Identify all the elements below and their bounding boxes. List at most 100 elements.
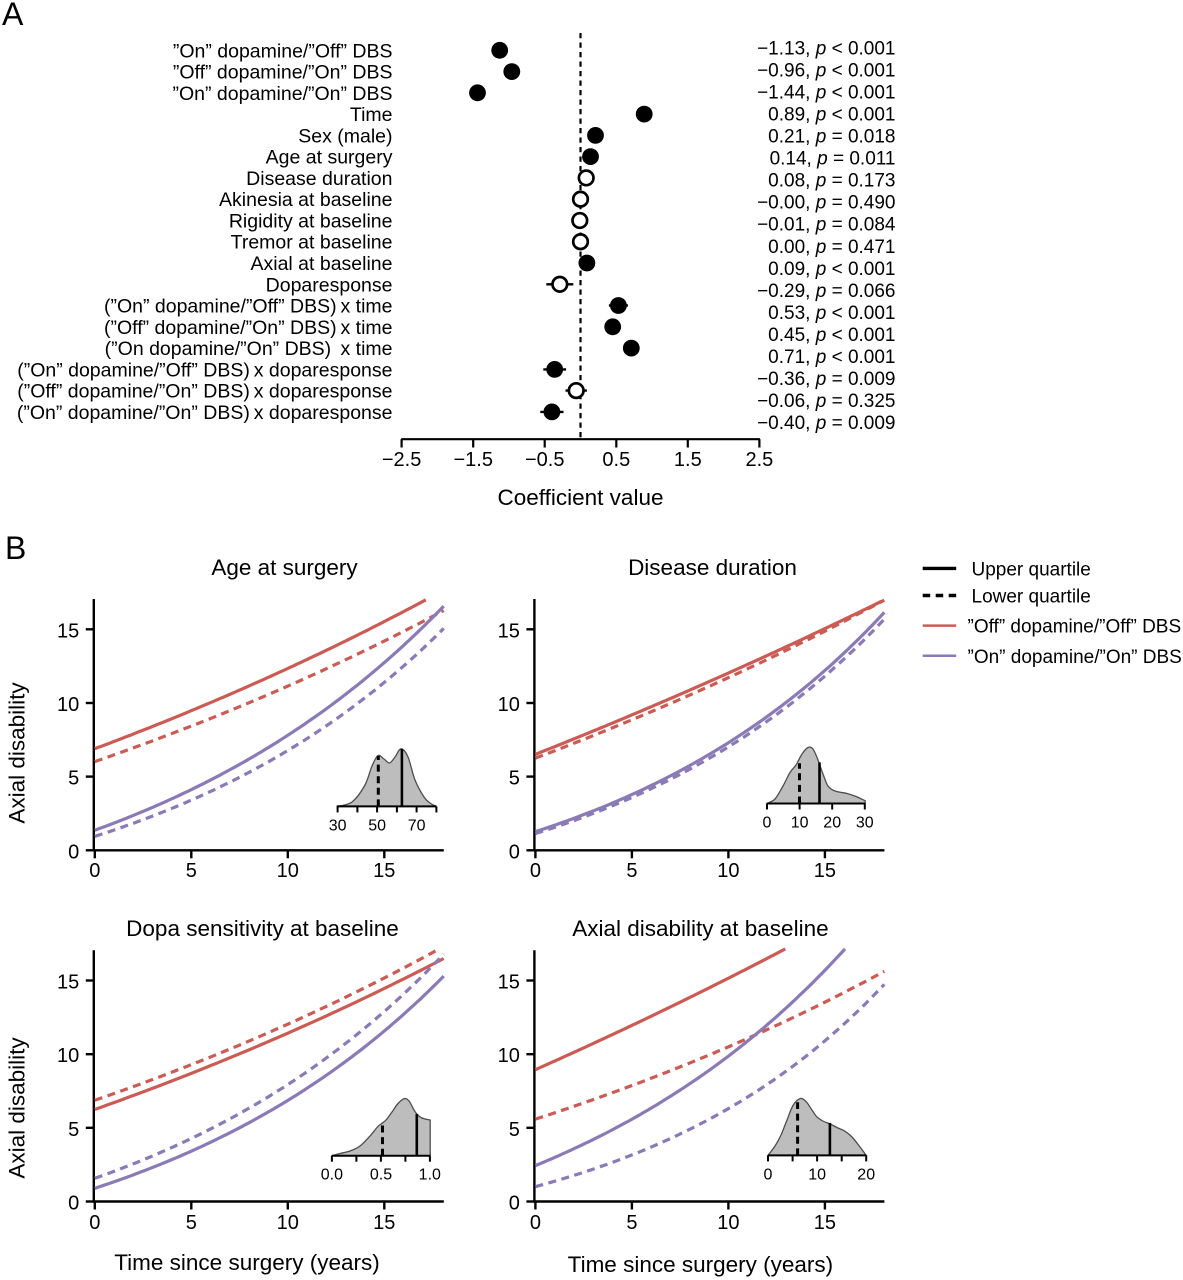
svg-text:0.0: 0.0 (321, 1167, 343, 1184)
svg-text:5: 5 (509, 768, 520, 790)
svg-text:0.09, p < 0.001: 0.09, p < 0.001 (768, 259, 895, 280)
svg-text:−1.5: −1.5 (453, 449, 492, 471)
svg-text:(”On dopamine/”On” DBS) x tim: (”On dopamine/”On” DBS) x time (105, 338, 393, 360)
svg-text:”On” dopamine/”Off” DBS: ”On” dopamine/”Off” DBS (173, 40, 393, 62)
svg-text:−0.06, p = 0.325: −0.06, p = 0.325 (757, 391, 895, 412)
svg-text:0.14, p = 0.011: 0.14, p = 0.011 (770, 149, 896, 170)
svg-text:0: 0 (764, 1166, 773, 1183)
svg-text:5: 5 (68, 1119, 79, 1141)
svg-text:Axial disability: Axial disability (5, 682, 30, 824)
svg-text:1.5: 1.5 (674, 449, 702, 471)
svg-text:Dopa sensitivity at baseline: Dopa sensitivity at baseline (126, 916, 399, 941)
svg-text:10: 10 (277, 1212, 299, 1234)
svg-text:10: 10 (498, 1045, 520, 1067)
svg-text:−0.00, p = 0.490: −0.00, p = 0.490 (757, 193, 895, 214)
svg-text:Coefficient value: Coefficient value (498, 485, 664, 510)
svg-text:Upper quartile: Upper quartile (972, 559, 1091, 580)
svg-text:10: 10 (277, 860, 299, 882)
svg-text:5: 5 (509, 1119, 520, 1141)
svg-text:0: 0 (530, 860, 541, 882)
svg-text:Disease duration: Disease duration (246, 168, 392, 190)
svg-text:20: 20 (857, 1166, 875, 1183)
svg-text:0: 0 (89, 860, 100, 882)
svg-text:B: B (5, 530, 26, 566)
svg-text:Tremor at baseline: Tremor at baseline (231, 232, 393, 254)
svg-text:0: 0 (89, 1212, 100, 1234)
svg-text:Rigidity at baseline: Rigidity at baseline (229, 211, 393, 233)
svg-text:0: 0 (763, 815, 772, 832)
svg-text:−0.29, p = 0.066: −0.29, p = 0.066 (757, 281, 895, 302)
svg-text:−0.5: −0.5 (525, 449, 564, 471)
svg-text:−0.36, p = 0.009: −0.36, p = 0.009 (757, 369, 895, 390)
svg-text:5: 5 (68, 768, 79, 790)
svg-text:10: 10 (717, 860, 739, 882)
svg-text:10: 10 (498, 694, 520, 716)
svg-text:0: 0 (509, 1193, 520, 1215)
svg-text:15: 15 (498, 972, 520, 994)
svg-text:Doparesponse: Doparesponse (266, 274, 393, 296)
svg-text:5: 5 (626, 1212, 637, 1234)
svg-text:Lower quartile: Lower quartile (972, 587, 1091, 608)
svg-text:10: 10 (57, 694, 79, 716)
svg-text:0.71, p < 0.001: 0.71, p < 0.001 (768, 347, 895, 368)
svg-text:0.45, p < 0.001: 0.45, p < 0.001 (768, 325, 895, 346)
svg-text:Axial at baseline: Axial at baseline (250, 253, 392, 275)
svg-text:(”On” dopamine/”Off” DBS) x ti: (”On” dopamine/”Off” DBS) x time (104, 296, 393, 318)
svg-text:2.5: 2.5 (745, 449, 773, 471)
svg-text:15: 15 (814, 860, 836, 882)
svg-text:A: A (2, 0, 24, 32)
svg-text:Sex (male): Sex (male) (298, 125, 392, 147)
svg-text:0: 0 (530, 1212, 541, 1234)
svg-text:0.00, p = 0.471: 0.00, p = 0.471 (768, 237, 895, 258)
svg-text:−1.13, p < 0.001: −1.13, p < 0.001 (757, 38, 895, 59)
svg-text:Disease duration: Disease duration (628, 555, 797, 580)
svg-text:70: 70 (408, 817, 426, 834)
svg-text:0: 0 (68, 841, 79, 863)
svg-text:−0.96, p < 0.001: −0.96, p < 0.001 (757, 60, 895, 81)
svg-text:0: 0 (68, 1193, 79, 1215)
svg-text:(”On” dopamine/”On” DBS) x dop: (”On” dopamine/”On” DBS) x doparesponse (17, 402, 393, 424)
svg-text:10: 10 (791, 815, 809, 832)
svg-text:0.5: 0.5 (370, 1167, 392, 1184)
svg-text:10: 10 (808, 1166, 826, 1183)
svg-text:15: 15 (373, 1212, 395, 1234)
svg-text:15: 15 (498, 620, 520, 642)
svg-text:0.5: 0.5 (602, 449, 630, 471)
svg-text:5: 5 (626, 860, 637, 882)
svg-text:0.89, p < 0.001: 0.89, p < 0.001 (768, 105, 895, 126)
svg-text:0.08, p = 0.173: 0.08, p = 0.173 (768, 171, 895, 192)
svg-text:Akinesia at baseline: Akinesia at baseline (219, 189, 392, 211)
svg-text:Axial disability at baseline: Axial disability at baseline (572, 916, 828, 941)
svg-text:15: 15 (373, 860, 395, 882)
svg-text:15: 15 (814, 1212, 836, 1234)
svg-text:Age at surgery: Age at surgery (266, 147, 393, 169)
svg-text:(”Off” dopamine/”On” DBS) x ti: (”Off” dopamine/”On” DBS) x time (104, 317, 393, 339)
svg-text:”On” dopamine/”On” DBS: ”On” dopamine/”On” DBS (173, 83, 393, 105)
svg-text:Age at surgery: Age at surgery (211, 555, 358, 580)
svg-text:5: 5 (186, 1212, 197, 1234)
svg-text:10: 10 (57, 1045, 79, 1067)
svg-text:”On” dopamine/”On” DBS: ”On” dopamine/”On” DBS (968, 647, 1182, 668)
svg-text:1.0: 1.0 (419, 1167, 441, 1184)
svg-text:0: 0 (509, 841, 520, 863)
svg-text:Time since surgery (years): Time since surgery (years) (568, 1252, 833, 1277)
svg-text:(”On” dopamine/”Off” DBS) x do: (”On” dopamine/”Off” DBS) x doparesponse (17, 359, 392, 381)
svg-text:”Off” dopamine/”On” DBS: ”Off” dopamine/”On” DBS (173, 62, 393, 84)
svg-text:0.53, p < 0.001: 0.53, p < 0.001 (768, 303, 895, 324)
svg-text:Axial disability: Axial disability (5, 1037, 30, 1179)
svg-text:”Off” dopamine/”Off” DBS: ”Off” dopamine/”Off” DBS (968, 617, 1182, 638)
svg-text:−0.40, p = 0.009: −0.40, p = 0.009 (757, 413, 895, 434)
svg-text:0.21, p = 0.018: 0.21, p = 0.018 (768, 127, 895, 148)
svg-text:30: 30 (856, 815, 874, 832)
svg-text:50: 50 (368, 817, 386, 834)
svg-text:−1.44, p < 0.001: −1.44, p < 0.001 (757, 82, 895, 103)
svg-text:5: 5 (186, 860, 197, 882)
svg-text:−2.5: −2.5 (382, 449, 421, 471)
svg-text:Time: Time (350, 104, 393, 126)
svg-text:10: 10 (717, 1212, 739, 1234)
svg-text:Time since surgery (years): Time since surgery (years) (114, 1250, 379, 1275)
svg-text:−0.01, p = 0.084: −0.01, p = 0.084 (757, 215, 896, 236)
svg-text:20: 20 (823, 815, 841, 832)
svg-text:30: 30 (329, 817, 347, 834)
svg-text:(”Off” dopamine/”On” DBS) x do: (”Off” dopamine/”On” DBS) x doparesponse (17, 381, 392, 403)
